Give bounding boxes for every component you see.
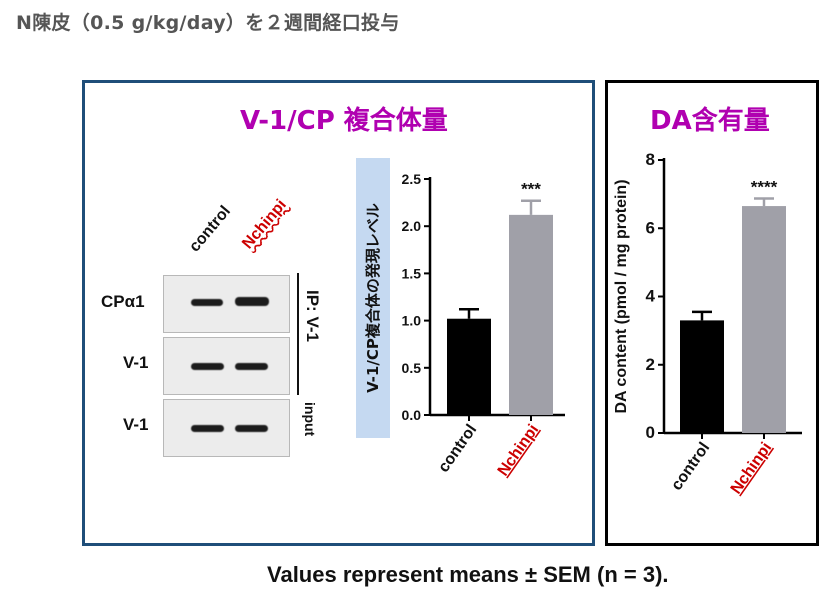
band-cpa1-nchinpi <box>235 297 269 306</box>
complex-panel <box>82 80 595 546</box>
bar-nchinpi <box>509 214 553 415</box>
bar-control <box>447 318 491 415</box>
bar-nchinpi <box>742 206 786 433</box>
y-axis-label: DA content (pmol / mg protein) <box>613 179 630 413</box>
row-label-cpa1: CPα1 <box>101 292 145 311</box>
y-tick-label: 8 <box>646 150 655 169</box>
da-panel <box>605 80 819 546</box>
y-tick-label: 4 <box>646 287 656 306</box>
input-label: input <box>302 402 318 437</box>
footer-note: Values represent means ± SEM (n = 3). <box>267 562 669 587</box>
blot-v1-input <box>163 399 290 457</box>
y-tick-label: 2.0 <box>402 218 422 234</box>
y-tick-label: 2 <box>646 355 655 374</box>
complex-panel-title: V-1/CP 複合体量 <box>240 106 448 136</box>
y-tick-label: 0.0 <box>402 407 422 423</box>
y-tick-label: 2.5 <box>402 171 422 187</box>
band-v1input-control <box>191 425 224 432</box>
x-tick-label-nchinpi: Nchinpi <box>728 440 776 498</box>
band-v1ip-control <box>191 363 224 370</box>
y-tick-label: 0 <box>646 423 655 442</box>
significance-mark: *** <box>521 180 541 199</box>
blot-cpa1 <box>163 275 290 333</box>
page-title: N陳皮（0.5 g/kg/day）を２週間経口投与 <box>16 12 400 34</box>
complex-chart: 0.0 0.5 1.0 1.5 2.0 2.5 control *** Nchinpi <box>402 171 565 480</box>
y-tick-label: 1.5 <box>402 265 422 281</box>
ip-label: IP: V-1 <box>303 290 322 342</box>
blot-v1-ip <box>163 337 290 395</box>
x-tick-label-nchinpi: Nchinpi <box>495 422 543 480</box>
y-tick-label: 6 <box>646 218 655 237</box>
y-tick-label: 0.5 <box>402 360 422 376</box>
da-chart: 0 2 4 6 8 control **** Nchinpi DA content (pmol … <box>613 150 802 498</box>
row-label-v1-input: V-1 <box>123 415 149 434</box>
band-v1input-nchinpi <box>235 425 268 432</box>
da-panel-title: DA含有量 <box>650 106 770 136</box>
x-tick-label-control: control <box>668 440 713 494</box>
y-tick-label: 1.0 <box>402 313 422 329</box>
complex-ylabel: V-1/CP複合体の発現レベル <box>364 203 382 393</box>
bar-control <box>680 320 724 433</box>
x-tick-label-control: control <box>435 422 480 476</box>
significance-mark: **** <box>751 178 778 197</box>
row-label-v1-ip: V-1 <box>123 353 149 372</box>
ip-bracket <box>297 273 299 395</box>
complex-ylabel-box: V-1/CP複合体の発現レベル <box>356 158 390 438</box>
band-cpa1-control <box>191 299 223 306</box>
band-v1ip-nchinpi <box>235 363 268 370</box>
